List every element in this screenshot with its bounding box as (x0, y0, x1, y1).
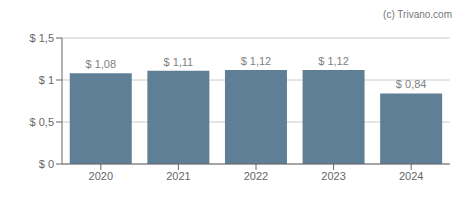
svg-text:$ 0,84: $ 0,84 (396, 78, 427, 90)
html-text:(c) Trivano.com: (c) Trivano.com (383, 9, 452, 20)
svg-text:2023: 2023 (321, 170, 345, 182)
svg-text:$ 1,5: $ 1,5 (30, 32, 54, 44)
svg-text:$ 1,08: $ 1,08 (85, 58, 116, 70)
svg-text:2021: 2021 (166, 170, 190, 182)
svg-text:$ 1,11: $ 1,11 (163, 56, 193, 68)
svg-text:2024: 2024 (399, 170, 423, 182)
svg-text:$ 1,12: $ 1,12 (241, 55, 272, 67)
svg-text:$ 1: $ 1 (39, 74, 54, 86)
svg-text:2020: 2020 (89, 170, 113, 182)
svg-text:$ 0: $ 0 (39, 158, 54, 170)
svg-text:$ 0,5: $ 0,5 (30, 116, 54, 128)
svg-text:$ 1,12: $ 1,12 (318, 55, 349, 67)
svg-text:2022: 2022 (244, 170, 268, 182)
